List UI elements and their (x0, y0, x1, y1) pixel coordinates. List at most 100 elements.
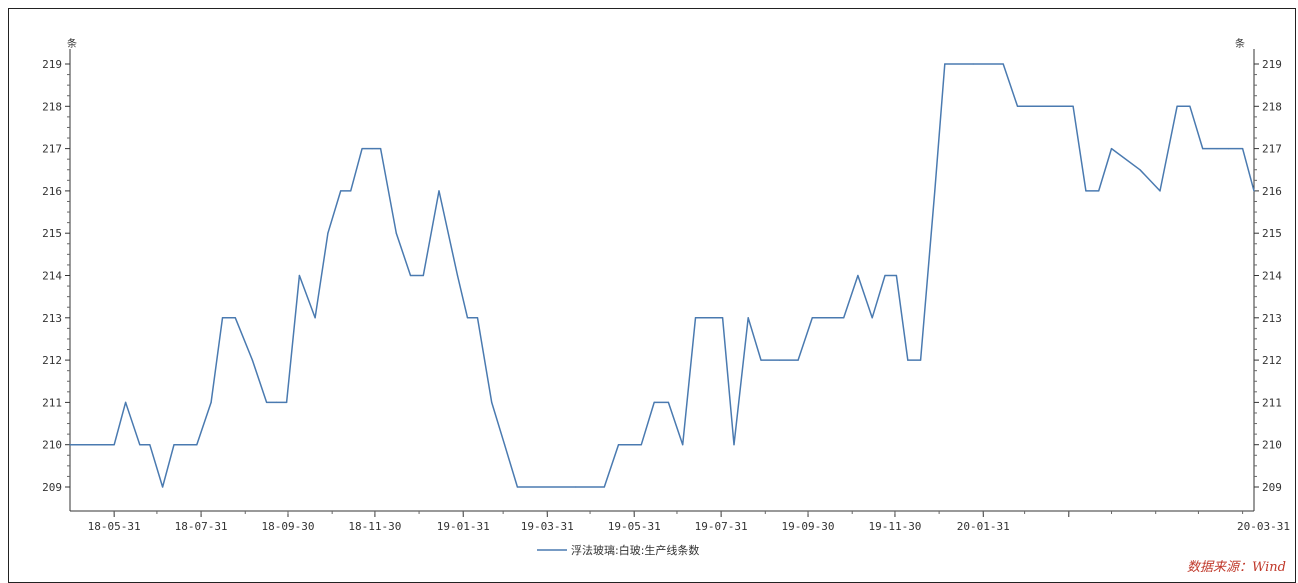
data-point (1032, 105, 1034, 107)
data-point (456, 274, 459, 277)
x-tick-label: 18-07-31 (175, 520, 228, 533)
data-point (934, 190, 936, 192)
data-point (504, 444, 506, 446)
y-tick-label-left: 210 (42, 439, 62, 452)
x-tick-label: 20-01-31 (957, 520, 1010, 533)
data-point (682, 444, 684, 446)
y-tick-label-right: 210 (1262, 439, 1282, 452)
data-point (286, 401, 288, 403)
data-point (1062, 105, 1064, 107)
data-point (1139, 169, 1141, 171)
x-tick-label: 18-11-30 (348, 520, 401, 533)
data-point (710, 317, 712, 319)
x-tick-label: 19-01-31 (437, 520, 490, 533)
data-point (907, 359, 909, 361)
x-tick-label: 18-09-30 (262, 520, 315, 533)
x-tick-label: 20-03-31 (1237, 520, 1290, 533)
x-tick-label: 19-05-31 (608, 520, 661, 533)
data-point (603, 486, 605, 488)
data-point (466, 317, 469, 319)
y-tick-label-right: 211 (1262, 396, 1282, 409)
data-point (327, 232, 329, 234)
data-point (1159, 190, 1161, 192)
data-point (371, 148, 373, 150)
data-point (221, 317, 224, 319)
left-y-axis-ticks: 209 210 211 212 213 214 215 216 217 218 219 (42, 58, 70, 494)
data-point (139, 444, 141, 446)
data-point (617, 444, 620, 446)
y-tick-label-right: 218 (1262, 100, 1282, 113)
data-point (747, 317, 749, 319)
data-point (298, 274, 300, 277)
data-point (276, 401, 278, 403)
data-point (1176, 105, 1178, 107)
data-point (1227, 148, 1229, 150)
y-tick-label-left: 216 (42, 185, 62, 198)
data-point (575, 486, 577, 488)
data-point (491, 401, 493, 403)
data-point (920, 359, 922, 361)
data-point (210, 401, 212, 403)
data-point (1110, 148, 1113, 150)
y-tick-label-left: 219 (42, 58, 62, 71)
line-chart: 209 210 211 212 213 214 215 216 217 218 219 209 210… (42, 37, 1290, 575)
y-tick-label-right: 219 (1262, 58, 1282, 71)
data-point (173, 444, 175, 446)
data-point (516, 486, 518, 488)
data-point (69, 444, 71, 446)
data-point (667, 401, 670, 403)
data-point (843, 317, 845, 319)
data-point (1242, 148, 1244, 150)
y-tick-label-left: 215 (42, 227, 62, 240)
data-point (722, 317, 724, 319)
y-tick-label-right: 216 (1262, 185, 1282, 198)
legend-label: 浮法玻璃:白玻:生产线条数 (571, 543, 699, 557)
data-point (380, 148, 382, 150)
data-source: 数据来源：Wind (1187, 560, 1286, 575)
chart-frame: 209 210 211 212 213 214 215 216 217 218 219 209 210… (8, 8, 1296, 583)
y-tick-label-right: 214 (1262, 270, 1282, 283)
data-point (314, 317, 316, 319)
right-y-axis-ticks: 209 210 211 212 213 214 215 216 217 218 219 (1254, 58, 1282, 494)
data-point (125, 401, 127, 403)
data-point (1216, 148, 1218, 150)
data-point (1098, 190, 1100, 192)
data-point (811, 317, 813, 319)
data-point (871, 317, 873, 319)
data-point (395, 232, 397, 234)
data-point (1253, 190, 1255, 192)
data-point (1002, 63, 1004, 65)
data-point (422, 274, 424, 277)
data-point (640, 444, 642, 446)
data-point (1072, 105, 1074, 107)
data-point (266, 401, 268, 403)
data-point (1189, 105, 1191, 107)
data-point (196, 444, 198, 446)
x-tick-label: 19-11-30 (868, 520, 921, 533)
data-point (162, 486, 164, 488)
data-point (895, 274, 898, 277)
series-line (70, 63, 1255, 488)
x-axis-ticks: 18-05-31 18-07-31 18-09-30 18-11-30 19-01-31… (88, 511, 1290, 533)
y-tick-label-right: 209 (1262, 481, 1282, 494)
data-point (234, 317, 236, 319)
y-tick-label-left: 218 (42, 100, 62, 113)
data-point (184, 444, 186, 446)
data-point (826, 317, 828, 319)
y-unit-right: 条 (1235, 37, 1245, 50)
series-layer (69, 63, 1255, 488)
y-tick-label-left: 212 (42, 354, 62, 367)
data-point (438, 190, 440, 192)
data-point (340, 190, 342, 192)
x-tick-label: 19-07-31 (695, 520, 748, 533)
data-point (944, 63, 946, 65)
data-point (653, 401, 655, 403)
data-point (760, 359, 762, 361)
legend: 浮法玻璃:白玻:生产线条数 (537, 543, 699, 557)
data-point (972, 63, 974, 65)
data-point (113, 444, 115, 446)
data-point (350, 190, 352, 192)
y-tick-label-right: 212 (1262, 354, 1282, 367)
y-tick-label-right: 215 (1262, 227, 1282, 240)
data-point (1016, 105, 1019, 107)
